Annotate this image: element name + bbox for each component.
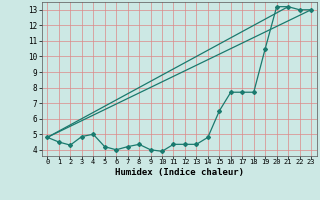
X-axis label: Humidex (Indice chaleur): Humidex (Indice chaleur) bbox=[115, 168, 244, 177]
